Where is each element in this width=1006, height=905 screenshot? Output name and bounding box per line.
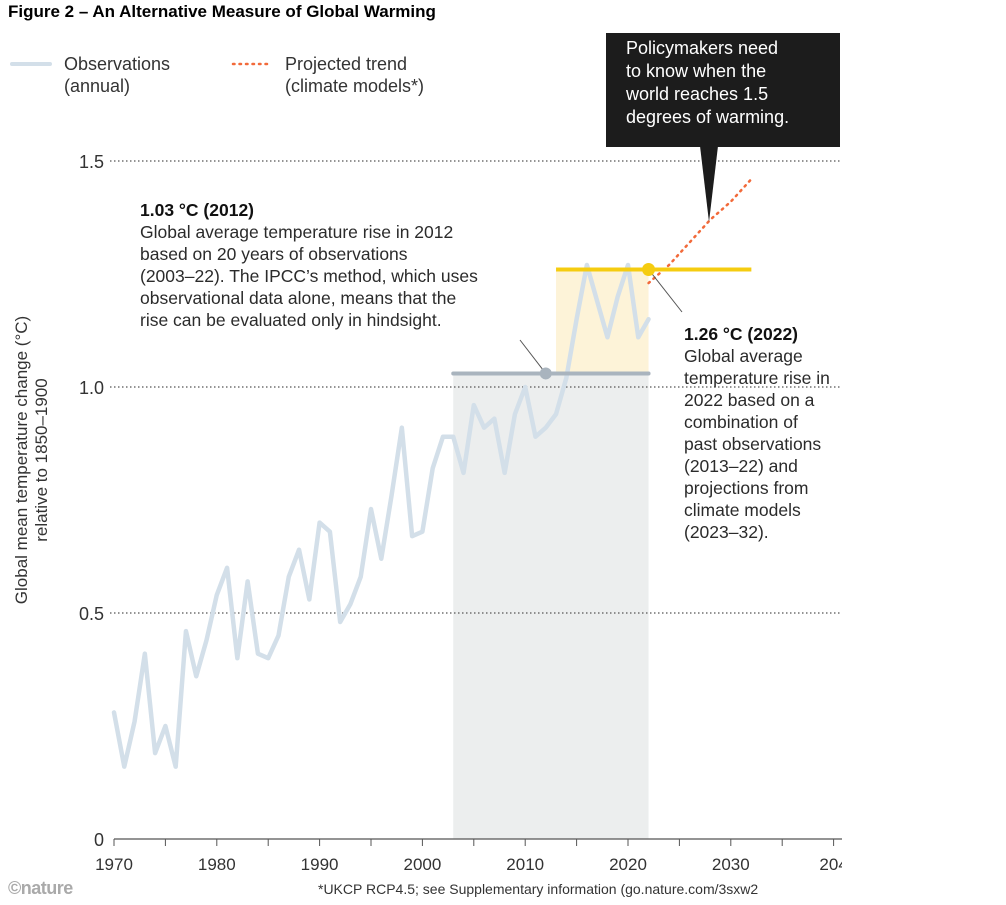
plot-area: 0 0.5 1.0 1.5 1970 1980 1990 2000 2010 2020 2030 20… [79,33,842,874]
annotation-line: climate models [684,500,801,520]
annotation-line: world reaches 1.5 [626,84,769,104]
annotation-line: projections from [684,478,809,498]
annotation-line: rise can be evaluated only in hindsight. [140,310,442,330]
annotation-line: Policymakers need [626,38,779,58]
x-tick-label: 2030 [712,855,750,874]
x-tick-label: 1970 [95,855,133,874]
x-tick-label: 2000 [403,855,441,874]
callout-pointer [700,146,718,222]
y-tick-label: 1.5 [79,152,104,172]
annotation-line: (2023–32). [684,522,769,542]
marker-2022 [642,262,656,276]
annotation-line: past observations [684,434,822,454]
x-tick-label: 2020 [609,855,647,874]
y-tick-label: 0 [94,830,104,850]
x-tick-label: 1980 [198,855,236,874]
legend-projection-label: Projected trend (climate models*) [285,53,424,97]
annotation-2022-leader [648,269,683,313]
observations-line [111,262,651,769]
annotation-2012-heading: 1.03 °C (2012) [140,200,255,220]
annotation-line: to know when the [626,61,767,81]
x-tick-label: 1990 [301,855,339,874]
y-tick-label: 0.5 [79,604,104,624]
annotation-line: 2022 based on a [684,390,815,410]
annotation-line: (2003–22). The IPCC’s method, which uses [140,266,478,286]
x-tick-label: 2010 [506,855,544,874]
annotation-line: Global average temperature rise in 2012 [140,222,454,242]
x-tick-label: 204 [819,855,842,874]
annotation-line: Global average [684,346,803,366]
y-tick-label: 1.0 [79,378,104,398]
legend-line: (annual) [64,76,131,96]
legend-line: (climate models*) [285,76,425,96]
projection-line [647,177,753,285]
footnote: *UKCP RCP4.5; see Supplementary informat… [318,881,759,897]
legend-observations-label: Observations (annual) [64,53,170,97]
legend [10,62,270,66]
marker-2012 [539,367,552,380]
annotation-2012: 1.03 °C (2012) Global average temperatur… [140,199,478,331]
annotation-line: temperature rise in [684,368,830,388]
legend-line: Projected trend [285,54,408,74]
nature-logo: ©nature [8,878,73,898]
annotation-2012-leader [519,339,547,374]
figure-title: Figure 2 – An Alternative Measure of Glo… [8,2,436,21]
annotation-line: degrees of warming. [626,107,790,127]
legend-line: Observations [64,54,171,74]
observation-window-fill [453,373,649,839]
annotation-line: based on 20 years of observations [140,244,408,264]
annotation-line: observational data alone, means that the [140,288,457,308]
annotation-2022-heading: 1.26 °C (2022) [684,324,799,344]
policymakers-callout: Policymakers need to know when the world r… [606,33,840,147]
annotation-2022: 1.26 °C (2022) Global average temperature… [684,323,830,543]
annotation-line: combination of [684,412,798,432]
chart-svg: 0 0.5 1.0 1.5 1970 1980 1990 2000 2010 2020 2030 20… [79,146,842,874]
annotation-line: (2013–22) and [684,456,798,476]
